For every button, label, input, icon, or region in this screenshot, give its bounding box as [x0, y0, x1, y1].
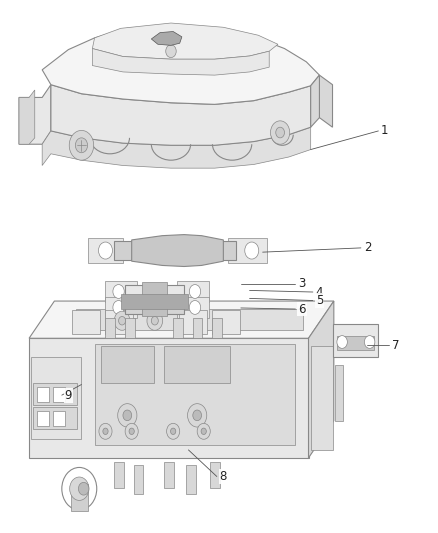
Bar — [31, 357, 81, 439]
Text: 1: 1 — [381, 124, 389, 138]
Circle shape — [187, 403, 207, 427]
Polygon shape — [332, 324, 378, 357]
Circle shape — [125, 423, 138, 439]
Circle shape — [103, 428, 108, 434]
Bar — [71, 484, 88, 511]
Polygon shape — [132, 235, 223, 266]
Bar — [101, 346, 153, 383]
Circle shape — [166, 423, 180, 439]
Bar — [33, 407, 77, 429]
Circle shape — [114, 311, 130, 330]
Polygon shape — [105, 297, 137, 318]
Circle shape — [245, 242, 259, 259]
Text: 2: 2 — [364, 241, 371, 254]
Circle shape — [197, 423, 210, 439]
Text: 3: 3 — [298, 277, 306, 290]
Polygon shape — [151, 31, 182, 45]
Text: 7: 7 — [392, 338, 399, 352]
Circle shape — [170, 428, 176, 434]
Circle shape — [70, 477, 89, 500]
Polygon shape — [319, 75, 332, 127]
Circle shape — [78, 482, 89, 495]
Circle shape — [337, 336, 347, 349]
Circle shape — [166, 45, 176, 58]
Bar — [186, 465, 196, 494]
Bar — [76, 309, 303, 330]
Bar — [193, 318, 202, 338]
Bar — [37, 387, 49, 402]
Circle shape — [276, 127, 285, 138]
Circle shape — [193, 410, 201, 421]
Circle shape — [113, 285, 124, 298]
Bar — [164, 346, 230, 383]
Text: 4: 4 — [316, 286, 323, 298]
Circle shape — [99, 242, 113, 259]
Bar — [37, 411, 49, 426]
Bar — [173, 318, 183, 338]
Polygon shape — [228, 238, 267, 263]
Circle shape — [75, 138, 88, 153]
Circle shape — [189, 285, 201, 298]
Polygon shape — [311, 75, 319, 127]
Polygon shape — [177, 297, 209, 318]
Polygon shape — [335, 365, 343, 421]
Circle shape — [151, 317, 158, 325]
Circle shape — [123, 410, 132, 421]
Polygon shape — [42, 127, 311, 168]
Circle shape — [271, 121, 290, 144]
Circle shape — [69, 131, 94, 160]
Polygon shape — [105, 281, 137, 302]
Polygon shape — [19, 90, 35, 144]
Circle shape — [118, 403, 137, 427]
Polygon shape — [88, 238, 123, 263]
Polygon shape — [92, 23, 278, 59]
Text: 9: 9 — [65, 389, 72, 402]
Polygon shape — [114, 241, 237, 260]
Bar — [53, 387, 65, 402]
Bar — [125, 318, 135, 338]
Polygon shape — [125, 301, 184, 314]
Bar — [72, 310, 100, 334]
Bar — [212, 310, 240, 334]
Polygon shape — [125, 285, 184, 298]
Circle shape — [119, 317, 126, 325]
Polygon shape — [337, 336, 374, 351]
Polygon shape — [51, 85, 311, 146]
Polygon shape — [42, 26, 319, 104]
Circle shape — [113, 301, 124, 314]
Bar — [33, 383, 77, 405]
Circle shape — [364, 336, 375, 349]
Bar — [311, 346, 332, 450]
Circle shape — [129, 428, 134, 434]
Polygon shape — [308, 301, 334, 458]
Text: 6: 6 — [298, 303, 306, 316]
Circle shape — [189, 301, 201, 314]
Bar — [114, 462, 124, 488]
Bar — [106, 318, 115, 338]
Text: 8: 8 — [220, 470, 227, 483]
Polygon shape — [142, 298, 167, 317]
Circle shape — [201, 428, 206, 434]
Bar — [134, 465, 144, 494]
Circle shape — [99, 423, 112, 439]
Polygon shape — [29, 338, 308, 458]
Polygon shape — [177, 281, 209, 302]
Bar — [105, 310, 133, 334]
Bar — [212, 318, 222, 338]
Bar — [210, 462, 220, 488]
Bar — [95, 344, 295, 445]
Polygon shape — [92, 49, 269, 75]
Bar — [53, 411, 65, 426]
Bar — [179, 310, 207, 334]
Bar — [164, 462, 174, 488]
Bar — [121, 294, 188, 309]
Polygon shape — [19, 85, 51, 144]
Polygon shape — [142, 282, 167, 301]
Text: 5: 5 — [316, 294, 323, 307]
Circle shape — [147, 311, 162, 330]
Circle shape — [62, 467, 97, 510]
Polygon shape — [29, 301, 334, 338]
